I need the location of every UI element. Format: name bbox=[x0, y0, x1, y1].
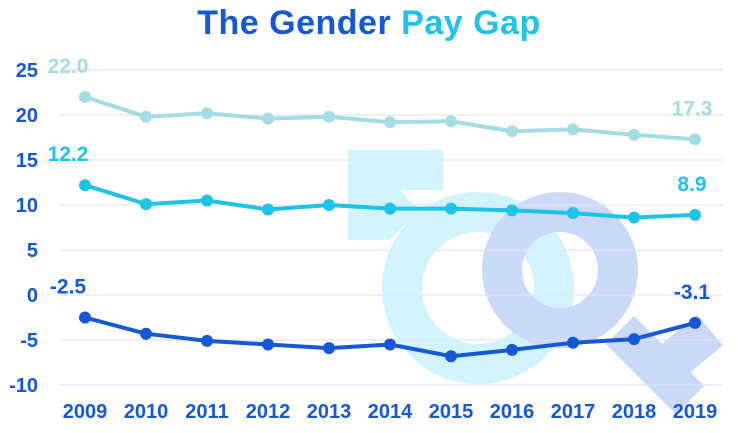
y-tick-label: 15 bbox=[16, 150, 38, 172]
gender-symbols-icon bbox=[348, 150, 723, 415]
data-point bbox=[262, 112, 274, 125]
data-point bbox=[506, 343, 518, 356]
x-tick-label: 2015 bbox=[429, 401, 474, 423]
data-label-first: 12.2 bbox=[48, 143, 89, 166]
y-tick-label: 25 bbox=[16, 60, 38, 82]
data-point bbox=[323, 110, 335, 123]
data-point bbox=[567, 207, 579, 220]
data-point bbox=[201, 334, 213, 347]
title-part-1: The Gender bbox=[197, 4, 392, 42]
data-point bbox=[567, 123, 579, 136]
x-tick-label: 2018 bbox=[612, 401, 657, 423]
data-point bbox=[323, 342, 335, 355]
data-point bbox=[384, 202, 396, 215]
y-tick-label: 10 bbox=[16, 195, 38, 217]
y-tick-label: -5 bbox=[20, 330, 38, 352]
x-tick-label: 2016 bbox=[490, 401, 535, 423]
x-tick-label: 2019 bbox=[673, 401, 718, 423]
data-label-last: 8.9 bbox=[677, 173, 706, 196]
data-label-first: -2.5 bbox=[50, 276, 87, 299]
title-part-2: Pay Gap bbox=[401, 4, 541, 42]
x-tick-label: 2011 bbox=[185, 401, 228, 423]
data-point bbox=[323, 199, 335, 211]
y-tick-label: -10 bbox=[9, 375, 38, 397]
data-point bbox=[201, 194, 213, 207]
data-point bbox=[628, 128, 640, 141]
data-point bbox=[140, 327, 152, 340]
data-point bbox=[384, 338, 396, 351]
data-point bbox=[79, 91, 91, 103]
x-tick-label: 2013 bbox=[307, 401, 352, 423]
data-point bbox=[384, 116, 396, 129]
y-tick-label: 20 bbox=[16, 105, 38, 127]
data-point bbox=[79, 311, 91, 324]
data-point bbox=[262, 338, 274, 351]
x-tick-label: 2012 bbox=[246, 401, 291, 423]
x-tick-label: 2017 bbox=[551, 401, 596, 423]
y-tick-label: 5 bbox=[27, 240, 38, 262]
data-point bbox=[628, 211, 640, 224]
data-label-last: -3.1 bbox=[674, 281, 711, 304]
y-tick-label: 0 bbox=[27, 285, 38, 307]
data-point bbox=[140, 198, 152, 211]
data-point bbox=[628, 333, 640, 346]
data-point bbox=[567, 336, 579, 349]
data-point bbox=[140, 110, 152, 123]
x-tick-label: 2014 bbox=[368, 401, 413, 423]
data-point bbox=[262, 203, 274, 216]
data-point bbox=[201, 107, 213, 120]
data-point bbox=[445, 202, 457, 215]
data-label-last: 17.3 bbox=[672, 97, 713, 120]
data-point bbox=[689, 133, 701, 146]
data-point bbox=[445, 350, 457, 363]
x-tick-label: 2010 bbox=[124, 401, 169, 423]
data-point bbox=[445, 115, 457, 128]
data-point bbox=[506, 204, 518, 217]
data-point bbox=[689, 316, 701, 329]
data-point bbox=[506, 125, 518, 138]
data-point bbox=[79, 179, 91, 192]
chart-title: The Gender Pay Gap bbox=[0, 4, 738, 43]
data-point bbox=[689, 208, 701, 221]
data-label-first: 22.0 bbox=[48, 55, 89, 78]
x-tick-label: 2009 bbox=[63, 401, 108, 423]
